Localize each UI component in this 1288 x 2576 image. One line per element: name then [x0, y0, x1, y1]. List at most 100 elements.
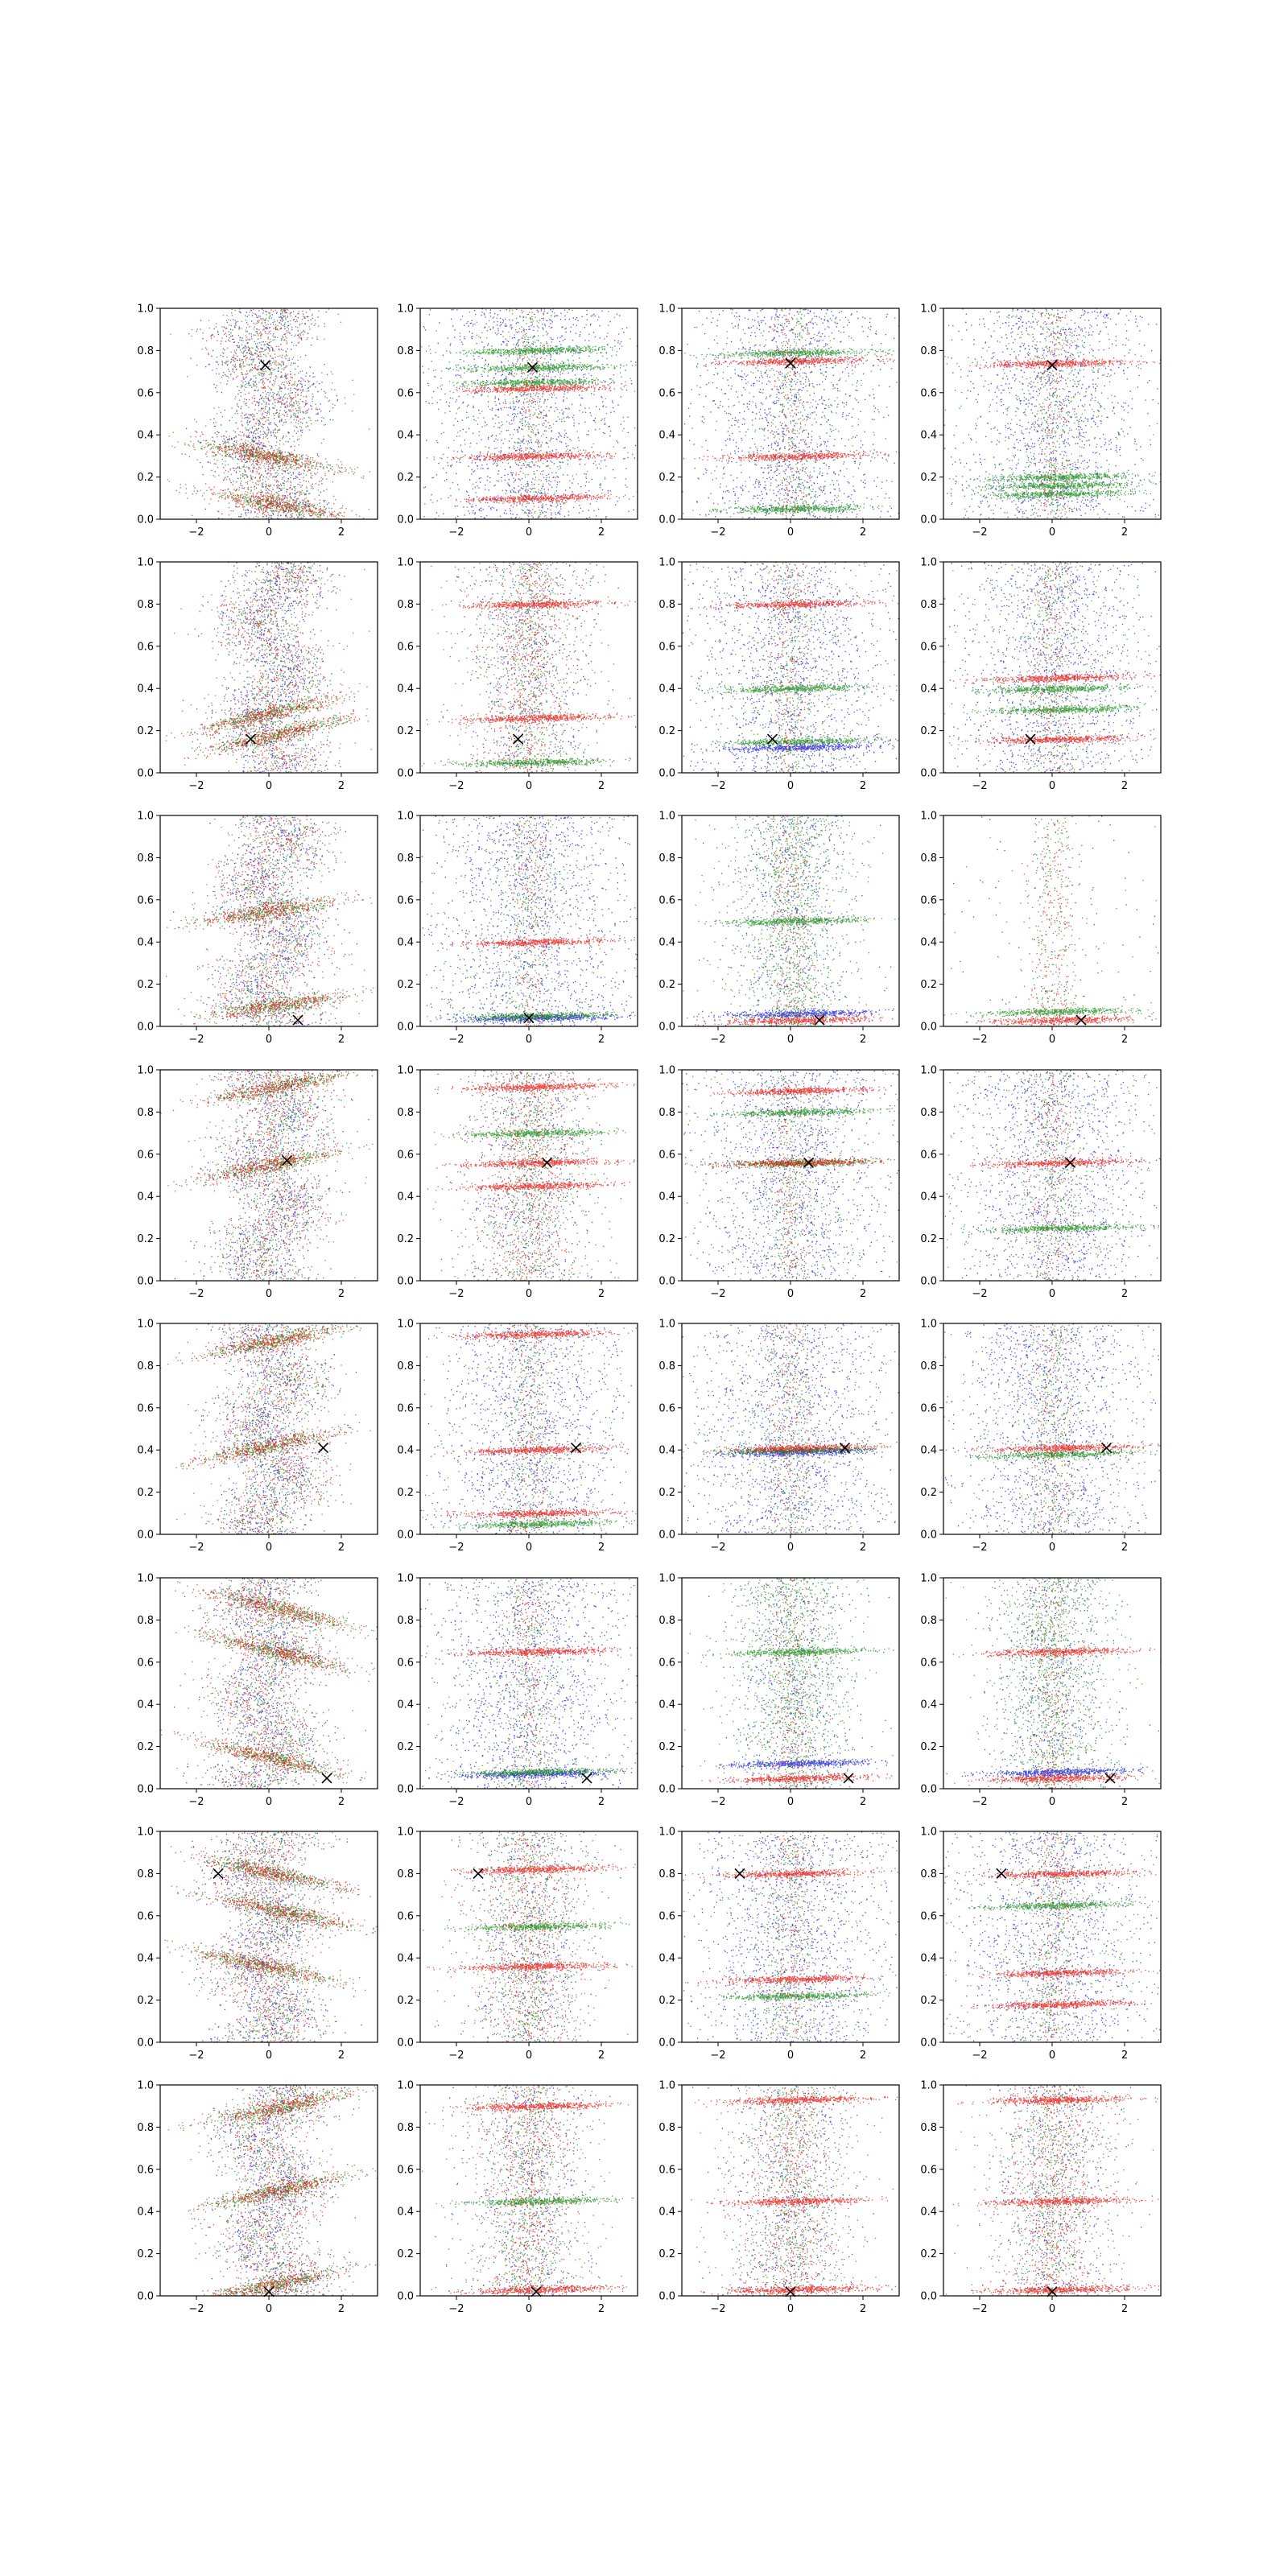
- y-tick-label: 0.0: [920, 2291, 937, 2303]
- panel-r7-c2: −2 0 20.00.20.40.60.81.0: [397, 1827, 638, 2062]
- x-tick-label: 2: [338, 526, 345, 539]
- y-tick-label: 1.0: [920, 1573, 937, 1585]
- x-tick-label: 2: [338, 1288, 345, 1300]
- series-blue-points: [683, 1831, 900, 2043]
- panel-r1-c1: −2 0 20.00.20.40.60.81.0: [137, 303, 378, 539]
- x-tick-label: 2: [598, 2050, 605, 2062]
- y-tick-label: 0.6: [397, 2164, 414, 2176]
- panel-r2-c1: −2 0 20.00.20.40.60.81.0: [137, 557, 378, 793]
- y-tick-label: 0.6: [137, 2164, 154, 2176]
- panel-r4-c1: −2 0 20.00.20.40.60.81.0: [137, 1065, 378, 1301]
- y-tick-label: 0.4: [137, 937, 154, 949]
- y-tick-label: 1.0: [658, 2080, 675, 2092]
- y-tick-label: 0.2: [920, 1233, 937, 1245]
- y-tick-label: 0.4: [397, 683, 414, 696]
- y-tick-label: 0.8: [920, 1107, 937, 1119]
- x-tick-label: 0: [1049, 1034, 1055, 1046]
- scatter-points: [683, 1831, 900, 2043]
- y-tick-label: 0.6: [658, 1657, 675, 1669]
- x-tick-label: 0: [1049, 2303, 1055, 2315]
- y-tick-label: 0.2: [397, 1487, 414, 1499]
- y-tick-label: 0.0: [397, 768, 414, 780]
- scatter-points: [943, 1831, 1162, 2043]
- x-tick-label: 0: [266, 1034, 272, 1046]
- y-tick-label: 0.6: [397, 894, 414, 906]
- x-tick-label: −2: [448, 526, 464, 539]
- panel-r2-c4: −2 0 20.00.20.40.60.81.0: [920, 557, 1161, 793]
- panel-r7-c3: −2 0 20.00.20.40.60.81.0: [658, 1827, 900, 2062]
- x-tick-label: −2: [710, 780, 725, 792]
- y-tick-label: 1.0: [658, 811, 675, 823]
- scatter-points: [427, 1070, 635, 1282]
- y-tick-label: 0.2: [920, 1487, 937, 1499]
- series-red-points: [427, 1831, 635, 2043]
- y-tick-label: 1.0: [397, 1827, 414, 1839]
- y-tick-label: 0.8: [137, 852, 154, 865]
- y-tick-label: 1.0: [137, 303, 154, 316]
- y-tick-label: 0.2: [658, 1487, 675, 1499]
- y-tick-label: 0.0: [920, 768, 937, 780]
- axes-frame: [943, 1070, 1161, 1281]
- axes-frame: [943, 1578, 1161, 1789]
- y-tick-label: 0.8: [658, 2122, 675, 2134]
- panel-r6-c3: −2 0 20.00.20.40.60.81.0: [658, 1573, 899, 1809]
- axes-frame: [943, 815, 1161, 1026]
- y-tick-label: 0.0: [920, 1530, 937, 1542]
- y-tick-label: 1.0: [397, 1573, 414, 1585]
- series-blue-points: [422, 815, 638, 1027]
- x-tick-label: −2: [448, 1288, 464, 1300]
- series-green-points: [683, 815, 899, 1027]
- y-tick-label: 0.6: [137, 641, 154, 653]
- x-tick-label: 2: [338, 1542, 345, 1554]
- y-tick-label: 1.0: [397, 1319, 414, 1331]
- x-tick-label: 2: [1121, 780, 1128, 792]
- y-tick-label: 0.6: [920, 1910, 937, 1922]
- y-tick-label: 0.2: [920, 2248, 937, 2260]
- y-tick-label: 0.0: [397, 2037, 414, 2050]
- y-tick-label: 0.4: [920, 1953, 937, 1965]
- y-tick-label: 0.0: [137, 1784, 154, 1796]
- x-tick-label: 2: [860, 1542, 866, 1554]
- x-tick-label: 0: [1049, 1796, 1055, 1808]
- x-tick-label: 0: [526, 2050, 532, 2062]
- series-green-points: [421, 308, 636, 519]
- panel-r1-c2: −2 0 20.00.20.40.60.81.0: [397, 303, 638, 539]
- axes-frame: [943, 1831, 1161, 2042]
- y-tick-label: 0.0: [658, 1784, 675, 1796]
- series-blue-points: [440, 562, 636, 774]
- series-red-points: [427, 563, 636, 774]
- y-tick-label: 0.2: [658, 979, 675, 991]
- x-tick-label: −2: [188, 1542, 204, 1554]
- y-tick-label: 0.6: [920, 1657, 937, 1669]
- y-tick-label: 0.2: [397, 1995, 414, 2007]
- y-tick-label: 0.6: [137, 894, 154, 906]
- x-tick-label: 2: [860, 780, 866, 792]
- scatter-points: [422, 562, 637, 774]
- y-tick-label: 0.2: [137, 1995, 154, 2007]
- series-green-points: [167, 309, 369, 521]
- scatter-points: [945, 1070, 1162, 1282]
- x-tick-label: −2: [188, 1796, 204, 1808]
- y-tick-label: 0.8: [397, 1615, 414, 1627]
- x-tick-label: 0: [787, 1796, 794, 1808]
- x-tick-label: −2: [972, 780, 987, 792]
- y-tick-label: 0.0: [658, 2037, 675, 2050]
- y-tick-label: 0.6: [137, 1149, 154, 1161]
- y-tick-label: 0.6: [920, 641, 937, 653]
- y-tick-label: 0.0: [137, 1276, 154, 1288]
- x-tick-label: −2: [188, 1288, 204, 1300]
- axes-frame: [420, 815, 638, 1026]
- series-red-points: [160, 1324, 361, 1535]
- panel-r5-c3: −2 0 20.00.20.40.60.81.0: [658, 1319, 899, 1554]
- series-red-points: [695, 308, 900, 520]
- y-tick-label: 0.0: [920, 1276, 937, 1288]
- series-red-points: [966, 815, 1157, 1026]
- y-tick-label: 0.4: [137, 2207, 154, 2219]
- x-tick-label: 2: [860, 1034, 866, 1046]
- panel-r5-c2: −2 0 20.00.20.40.60.81.0: [397, 1319, 638, 1554]
- y-tick-label: 1.0: [137, 1065, 154, 1077]
- y-tick-label: 0.6: [658, 1910, 675, 1922]
- y-tick-label: 0.4: [397, 2207, 414, 2219]
- y-tick-label: 0.2: [137, 1741, 154, 1753]
